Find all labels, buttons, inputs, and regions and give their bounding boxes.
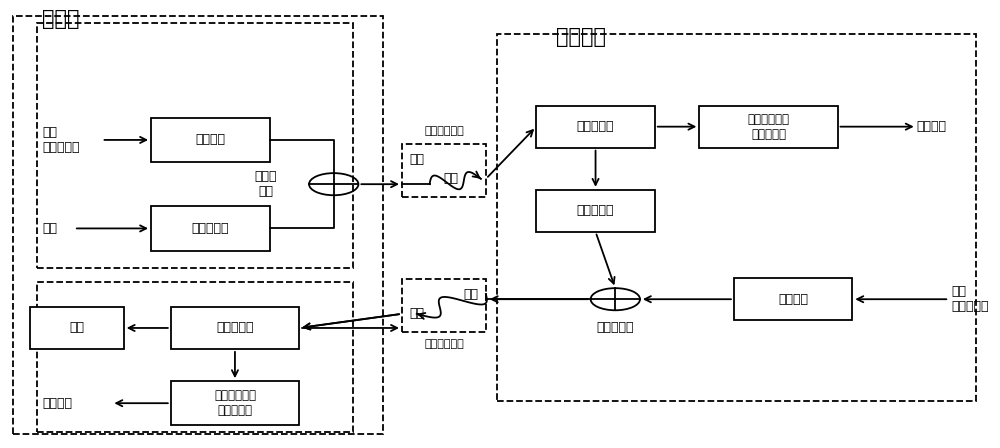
Text: 生成复合码: 生成复合码 xyxy=(191,222,229,235)
FancyBboxPatch shape xyxy=(171,381,299,425)
FancyBboxPatch shape xyxy=(151,118,270,162)
Text: 测距: 测距 xyxy=(69,322,84,335)
Text: 逐码片异或: 逐码片异或 xyxy=(597,322,634,335)
Text: 前向通信链路: 前向通信链路 xyxy=(424,126,464,136)
Text: 前向信息: 前向信息 xyxy=(917,120,947,133)
Text: 恢复稀疏编码
序列并译码: 恢复稀疏编码 序列并译码 xyxy=(214,389,256,417)
FancyBboxPatch shape xyxy=(536,106,655,148)
FancyBboxPatch shape xyxy=(171,307,299,349)
FancyBboxPatch shape xyxy=(699,106,838,148)
Text: 后向通信链路: 后向通信链路 xyxy=(424,339,464,349)
FancyBboxPatch shape xyxy=(536,190,655,232)
Text: 星载单元: 星载单元 xyxy=(556,27,606,47)
Text: 发送: 发送 xyxy=(463,288,478,301)
Text: 逐码片
异或: 逐码片 异或 xyxy=(254,170,277,198)
FancyBboxPatch shape xyxy=(734,278,852,320)
Text: 地面站: 地面站 xyxy=(42,9,80,30)
Text: 接收: 接收 xyxy=(443,172,458,185)
Text: 稀疏编码: 稀疏编码 xyxy=(195,134,225,146)
Text: 发送: 发送 xyxy=(410,153,425,166)
FancyBboxPatch shape xyxy=(151,206,270,250)
Text: 再生复合码: 再生复合码 xyxy=(577,204,614,217)
Text: 复合码检测: 复合码检测 xyxy=(216,322,254,335)
Text: 复合码检测: 复合码检测 xyxy=(577,120,614,133)
Text: 前向
待传输信息: 前向 待传输信息 xyxy=(42,126,80,154)
Text: 接收: 接收 xyxy=(410,307,425,320)
FancyBboxPatch shape xyxy=(30,307,124,349)
Text: 后向
待传输信息: 后向 待传输信息 xyxy=(951,285,989,313)
Text: 恢复稀疏编码
序列并译码: 恢复稀疏编码 序列并译码 xyxy=(747,112,789,141)
Text: 稀疏编码: 稀疏编码 xyxy=(778,293,808,306)
Text: 后向信息: 后向信息 xyxy=(42,396,72,409)
Text: 子码: 子码 xyxy=(42,222,57,235)
